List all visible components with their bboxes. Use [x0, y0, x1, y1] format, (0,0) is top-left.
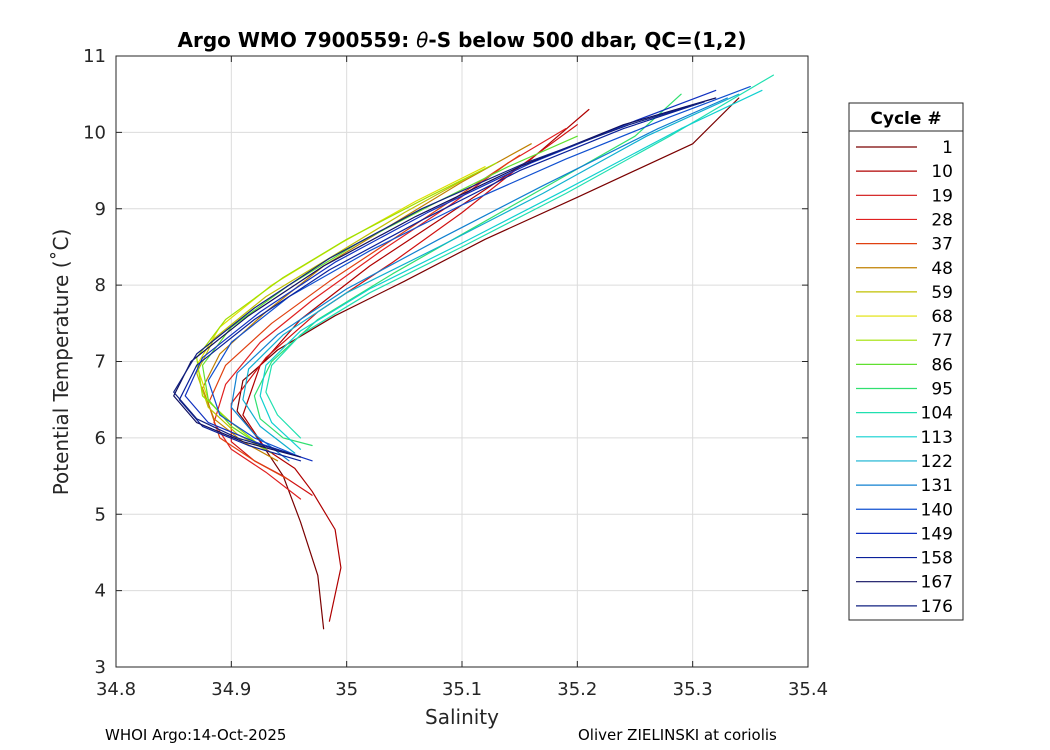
legend-label: 77 [931, 331, 953, 351]
legend-label: 176 [921, 597, 953, 617]
y-axis-label: Potential Temperature (˚C) [49, 229, 73, 496]
x-tick-label: 34.8 [96, 679, 136, 700]
series-line-cycle-131 [230, 97, 728, 462]
legend-label: 95 [931, 380, 953, 400]
legend-label: 37 [931, 235, 953, 255]
legend-label: 10 [931, 162, 953, 182]
series-line-cycle-113 [259, 89, 763, 450]
legend-label: 59 [931, 283, 953, 303]
y-tick-label: 10 [83, 122, 106, 143]
legend-label: 104 [921, 404, 953, 424]
x-tick-label: 35 [335, 679, 358, 700]
legend-label: 122 [921, 452, 953, 472]
legend-label: 48 [931, 259, 953, 279]
series-line-cycle-77 [196, 162, 498, 447]
y-tick-label: 9 [95, 199, 106, 220]
series-line-cycle-158 [178, 101, 705, 462]
series-group [173, 74, 775, 630]
y-ticks: 3 4 5 6 7 8 9 10 11 [83, 46, 808, 678]
series-line-cycle-59 [196, 173, 475, 454]
y-tick-label: 11 [83, 46, 106, 67]
legend-label: 158 [921, 549, 953, 569]
x-tick-label: 35.4 [788, 679, 828, 700]
plot-area: 34.8 34.9 35 35.1 35.2 35.3 35.4 3 4 5 6 7 8 9 10 11 [83, 46, 828, 700]
series-line-cycle-122 [242, 93, 740, 454]
legend: Cycle # 1 10 19 28 37 48 59 68 77 86 95 104 113 122 13… [848, 102, 964, 621]
series-line-cycle-149 [184, 89, 717, 462]
series-line-cycle-176 [173, 101, 705, 454]
legend-label: 167 [921, 573, 953, 593]
x-tick-label: 35.3 [673, 679, 713, 700]
y-tick-label: 4 [95, 581, 106, 602]
footer-right: Oliver ZIELINSKI at coriolis [578, 726, 777, 744]
legend-label: 28 [931, 210, 953, 230]
series-line-cycle-104 [265, 74, 775, 439]
y-tick-label: 6 [95, 428, 106, 449]
x-tick-label: 34.9 [211, 679, 251, 700]
legend-title: Cycle # [870, 109, 941, 129]
legend-items: 1 10 19 28 37 48 59 68 77 86 95 104 113 122 131 140 149 1… [856, 138, 953, 617]
footer-left: WHOI Argo:14-Oct-2025 [105, 726, 286, 744]
legend-label: 86 [931, 355, 953, 375]
chart-title: Argo WMO 7900559: θ-S below 500 dbar, QC… [178, 28, 747, 52]
legend-label: 140 [921, 500, 953, 520]
y-tick-label: 3 [95, 657, 106, 678]
legend-label: 131 [921, 476, 953, 496]
y-tick-label: 5 [95, 504, 106, 525]
series-line-cycle-37 [207, 154, 521, 481]
series-line-cycle-10 [242, 108, 590, 622]
legend-label: 1 [942, 138, 953, 158]
x-tick-label: 35.1 [442, 679, 482, 700]
legend-label: 19 [931, 186, 953, 206]
x-tick-label: 35.2 [557, 679, 597, 700]
legend-label: 113 [921, 428, 953, 448]
y-tick-label: 8 [95, 275, 106, 296]
y-tick-label: 7 [95, 352, 106, 373]
legend-label: 149 [921, 524, 953, 544]
series-line-cycle-86 [201, 135, 578, 450]
legend-label: 68 [931, 307, 953, 327]
x-axis-label: Salinity [425, 705, 499, 729]
x-ticks: 34.8 34.9 35 35.1 35.2 35.3 35.4 [96, 56, 828, 700]
